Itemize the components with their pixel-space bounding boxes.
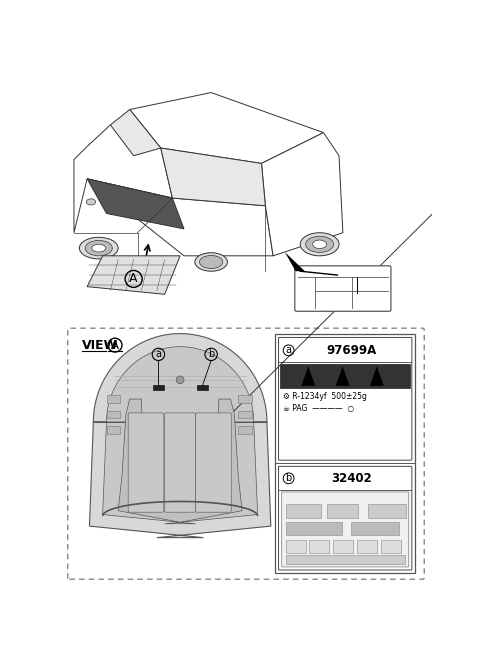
FancyBboxPatch shape (68, 328, 424, 579)
Bar (153, 385, 164, 390)
Text: 97699A: 97699A (327, 344, 377, 357)
Bar (368, 504, 406, 518)
Text: 32402: 32402 (331, 472, 372, 485)
Text: 05203: 05203 (340, 267, 378, 280)
Polygon shape (370, 366, 384, 386)
Text: b: b (286, 474, 292, 483)
Bar (310, 540, 329, 553)
Bar (107, 395, 120, 403)
Ellipse shape (86, 199, 96, 205)
Bar (286, 555, 405, 564)
Bar (107, 426, 120, 434)
Bar (107, 411, 120, 419)
Polygon shape (89, 334, 271, 538)
Ellipse shape (92, 244, 106, 252)
Bar (357, 540, 377, 553)
Text: ⚙ R-1234yf  500±25g: ⚙ R-1234yf 500±25g (283, 392, 367, 401)
Bar (286, 540, 306, 553)
Bar (333, 540, 353, 553)
FancyBboxPatch shape (128, 413, 164, 512)
Ellipse shape (79, 237, 118, 259)
Ellipse shape (195, 253, 228, 271)
Ellipse shape (85, 240, 112, 256)
Bar (238, 395, 252, 403)
FancyBboxPatch shape (295, 266, 391, 311)
FancyBboxPatch shape (196, 413, 231, 512)
FancyBboxPatch shape (165, 413, 196, 512)
Ellipse shape (312, 240, 326, 249)
Text: A: A (111, 338, 119, 352)
Bar (238, 426, 252, 434)
Polygon shape (336, 366, 349, 386)
Polygon shape (110, 110, 161, 155)
FancyBboxPatch shape (278, 337, 412, 460)
Polygon shape (87, 179, 273, 256)
Polygon shape (103, 346, 258, 523)
Text: b: b (208, 350, 214, 359)
Ellipse shape (200, 255, 223, 268)
Polygon shape (87, 179, 184, 229)
Ellipse shape (300, 233, 339, 256)
Text: ☕ PAG  ————  ○: ☕ PAG ———— ○ (283, 403, 354, 413)
Bar (381, 540, 401, 553)
Bar (238, 411, 252, 419)
Bar (286, 504, 321, 518)
FancyBboxPatch shape (282, 492, 409, 567)
Bar (351, 522, 399, 535)
Text: a: a (286, 345, 292, 356)
Bar (327, 504, 359, 518)
Text: A: A (130, 272, 138, 285)
Ellipse shape (306, 236, 334, 253)
Circle shape (176, 376, 184, 384)
Polygon shape (118, 399, 242, 522)
Bar (280, 364, 410, 388)
Text: a: a (156, 350, 161, 359)
Polygon shape (161, 148, 265, 206)
Bar (197, 385, 208, 390)
Text: VIEW: VIEW (82, 338, 118, 352)
Bar (286, 522, 342, 535)
Polygon shape (301, 366, 315, 386)
Polygon shape (285, 252, 305, 271)
Polygon shape (87, 256, 180, 295)
Bar (276, 335, 415, 573)
FancyBboxPatch shape (278, 466, 412, 570)
Polygon shape (262, 133, 343, 256)
Polygon shape (130, 92, 324, 163)
Polygon shape (74, 125, 172, 233)
